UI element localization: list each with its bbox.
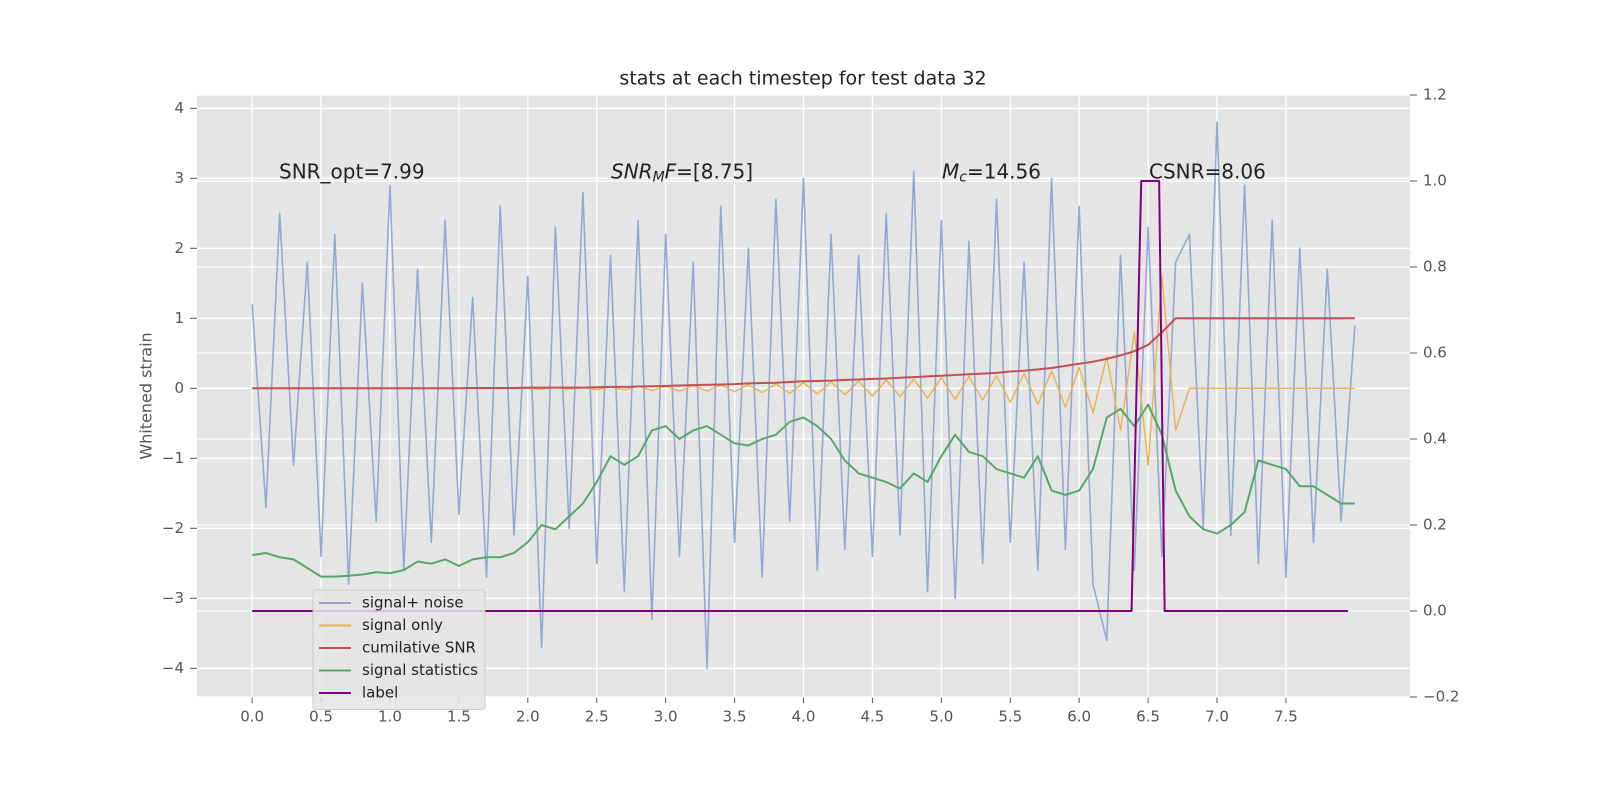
y-tick-label: −3 bbox=[162, 589, 184, 607]
annotation: Mc=14.56 bbox=[942, 159, 1041, 186]
legend-label: signal only bbox=[362, 616, 443, 634]
x-tick-label: 7.5 bbox=[1274, 708, 1298, 726]
legend-box bbox=[312, 589, 486, 710]
x-tick-label: 7.0 bbox=[1205, 708, 1229, 726]
x-tick-label: 6.5 bbox=[1136, 708, 1160, 726]
annotation-part: M bbox=[942, 159, 959, 183]
x-tick-label: 1.0 bbox=[378, 708, 402, 726]
x-tick-label: 2.5 bbox=[585, 708, 609, 726]
annotation-part: =[8.75] bbox=[676, 159, 753, 183]
annotation-part: F bbox=[665, 159, 677, 183]
y-tick-label: 1 bbox=[174, 309, 184, 327]
legend-label: label bbox=[362, 684, 398, 702]
series-line bbox=[251, 403, 1355, 578]
legend-label: signal+ noise bbox=[362, 594, 464, 612]
y-tick-label: 2 bbox=[174, 239, 184, 257]
y2-tick-label: 0.4 bbox=[1423, 430, 1447, 448]
y2-tick-label: 0.2 bbox=[1423, 516, 1447, 534]
annotation-part: c bbox=[959, 169, 967, 185]
annotation-part: =14.56 bbox=[967, 159, 1041, 183]
x-tick-label: 3.0 bbox=[654, 708, 678, 726]
x-tick-label: 4.5 bbox=[860, 708, 884, 726]
annotation-part: SNR bbox=[611, 159, 653, 183]
y-tick-label: 4 bbox=[174, 99, 184, 117]
annotation-part: M bbox=[653, 169, 665, 185]
annotation: CSNR=8.06 bbox=[1149, 159, 1266, 183]
y-tick-label: −1 bbox=[162, 449, 184, 467]
y-tick-label: −2 bbox=[162, 519, 184, 537]
series-line bbox=[252, 317, 1355, 390]
y-axis-label: Whitened strain bbox=[137, 332, 156, 459]
annotation-part: CSNR=8.06 bbox=[1149, 159, 1266, 183]
x-tick-label: 0.0 bbox=[240, 708, 264, 726]
annotation: SNR_opt=7.99 bbox=[279, 159, 425, 183]
x-tick-label: 1.5 bbox=[447, 708, 471, 726]
y2-tick-label: 1.0 bbox=[1423, 172, 1447, 190]
y2-tick-label: 0.6 bbox=[1423, 344, 1447, 362]
y-tick-label: 3 bbox=[174, 169, 184, 187]
legend-label: cumilative SNR bbox=[362, 639, 476, 657]
y2-tick-label: 0.8 bbox=[1423, 258, 1447, 276]
series-line bbox=[252, 180, 1348, 612]
x-tick-label: 5.5 bbox=[998, 708, 1022, 726]
annotation-part: SNR_opt=7.99 bbox=[279, 159, 425, 183]
y2-tick-label: 0.0 bbox=[1423, 602, 1447, 620]
y2-tick-label: 1.2 bbox=[1423, 86, 1447, 104]
y2-tick-label: −0.2 bbox=[1423, 688, 1459, 706]
annotation: SNRMF=[8.75] bbox=[611, 159, 753, 186]
y-tick-label: −4 bbox=[162, 659, 184, 677]
y-tick-label: 0 bbox=[174, 379, 184, 397]
series-line bbox=[251, 121, 1356, 670]
x-tick-label: 5.0 bbox=[929, 708, 953, 726]
legend-label: signal statistics bbox=[362, 661, 478, 679]
x-tick-label: 3.5 bbox=[723, 708, 747, 726]
x-tick-label: 0.5 bbox=[309, 708, 333, 726]
chart-title: stats at each timestep for test data 32 bbox=[619, 68, 986, 90]
x-tick-label: 2.0 bbox=[516, 708, 540, 726]
x-tick-label: 6.0 bbox=[1067, 708, 1091, 726]
x-tick-label: 4.0 bbox=[792, 708, 816, 726]
